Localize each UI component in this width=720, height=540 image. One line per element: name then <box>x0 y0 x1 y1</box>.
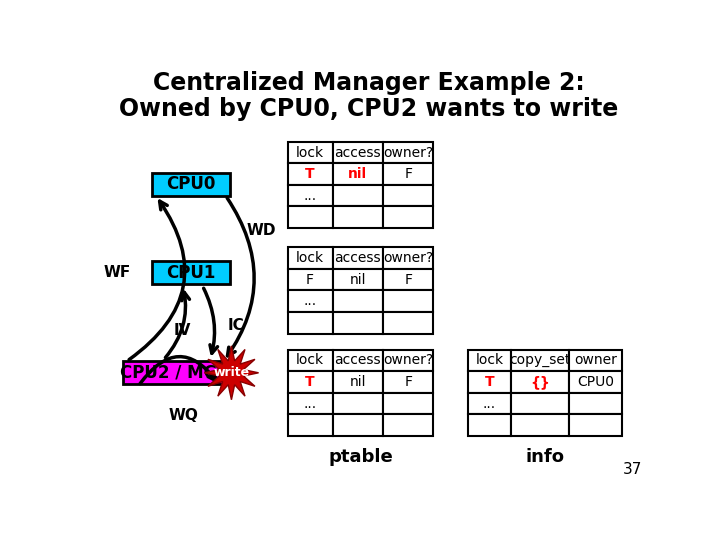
FancyBboxPatch shape <box>123 361 228 384</box>
Text: CPU0: CPU0 <box>166 175 215 193</box>
Text: owner?: owner? <box>383 354 433 368</box>
Bar <box>383 164 433 185</box>
Bar <box>287 164 333 185</box>
Bar <box>569 414 621 436</box>
Bar <box>333 350 383 372</box>
Bar <box>333 414 383 436</box>
Text: F: F <box>404 375 412 389</box>
Bar <box>510 414 569 436</box>
Text: CPU1: CPU1 <box>166 264 215 282</box>
Bar <box>333 142 383 164</box>
Text: T: T <box>305 167 315 181</box>
Bar <box>383 185 433 206</box>
Bar <box>383 350 433 372</box>
Bar <box>287 185 333 206</box>
Text: CPU2 / MGR: CPU2 / MGR <box>120 364 230 382</box>
Bar <box>287 206 333 228</box>
Text: ...: ... <box>304 188 317 202</box>
Bar <box>287 142 333 164</box>
Text: ptable: ptable <box>328 449 393 467</box>
Text: owner?: owner? <box>383 146 433 160</box>
Bar <box>333 312 383 334</box>
FancyArrowPatch shape <box>166 292 189 357</box>
Bar <box>287 312 333 334</box>
Text: CPU0: CPU0 <box>577 375 613 389</box>
FancyArrowPatch shape <box>228 198 254 356</box>
Bar <box>287 350 333 372</box>
Bar <box>383 414 433 436</box>
Text: owner: owner <box>574 354 617 368</box>
Bar <box>510 372 569 393</box>
Text: access: access <box>335 354 381 368</box>
Text: {}: {} <box>530 375 550 389</box>
FancyArrowPatch shape <box>129 201 185 360</box>
Text: WQ: WQ <box>168 408 198 423</box>
Bar <box>510 393 569 414</box>
Bar <box>468 372 510 393</box>
Bar <box>383 206 433 228</box>
Bar <box>333 206 383 228</box>
Bar <box>333 247 383 269</box>
Text: IV: IV <box>174 323 191 338</box>
Text: info: info <box>526 449 564 467</box>
Text: lock: lock <box>296 251 324 265</box>
Bar <box>569 350 621 372</box>
Bar <box>287 247 333 269</box>
Bar <box>333 393 383 414</box>
Bar <box>468 350 510 372</box>
Bar <box>383 393 433 414</box>
Polygon shape <box>204 346 258 400</box>
Bar <box>333 164 383 185</box>
FancyArrowPatch shape <box>140 356 216 383</box>
Text: T: T <box>305 375 315 389</box>
Bar <box>333 372 383 393</box>
Text: F: F <box>404 273 412 287</box>
Bar <box>333 269 383 291</box>
Text: write: write <box>213 366 250 379</box>
FancyArrowPatch shape <box>204 288 217 353</box>
Bar <box>333 291 383 312</box>
FancyBboxPatch shape <box>152 173 230 195</box>
Bar <box>569 372 621 393</box>
Text: F: F <box>404 167 412 181</box>
Bar <box>287 269 333 291</box>
Text: copy_set: copy_set <box>509 354 570 368</box>
Bar <box>287 291 333 312</box>
Text: lock: lock <box>296 354 324 368</box>
Bar <box>569 393 621 414</box>
Text: WF: WF <box>104 265 131 280</box>
Text: ...: ... <box>304 294 317 308</box>
Bar <box>383 312 433 334</box>
Bar <box>383 372 433 393</box>
Bar <box>287 372 333 393</box>
Bar <box>287 393 333 414</box>
Bar <box>510 350 569 372</box>
Text: nil: nil <box>349 273 366 287</box>
Bar <box>468 393 510 414</box>
Bar <box>383 291 433 312</box>
Text: IC: IC <box>228 318 245 333</box>
Bar <box>287 414 333 436</box>
Text: lock: lock <box>475 354 503 368</box>
Bar <box>383 142 433 164</box>
Text: lock: lock <box>296 146 324 160</box>
Text: owner?: owner? <box>383 251 433 265</box>
Bar <box>468 414 510 436</box>
Text: ...: ... <box>304 396 317 410</box>
FancyBboxPatch shape <box>152 261 230 284</box>
Bar <box>383 269 433 291</box>
Text: nil: nil <box>348 167 367 181</box>
Text: Centralized Manager Example 2:: Centralized Manager Example 2: <box>153 71 585 95</box>
Bar <box>333 185 383 206</box>
Text: Owned by CPU0, CPU2 wants to write: Owned by CPU0, CPU2 wants to write <box>120 97 618 121</box>
Text: nil: nil <box>349 375 366 389</box>
Text: ...: ... <box>483 396 496 410</box>
Text: 37: 37 <box>623 462 642 477</box>
Text: WD: WD <box>246 223 276 238</box>
Text: access: access <box>335 251 381 265</box>
Bar <box>383 247 433 269</box>
Text: F: F <box>306 273 314 287</box>
Text: T: T <box>485 375 495 389</box>
Text: access: access <box>335 146 381 160</box>
